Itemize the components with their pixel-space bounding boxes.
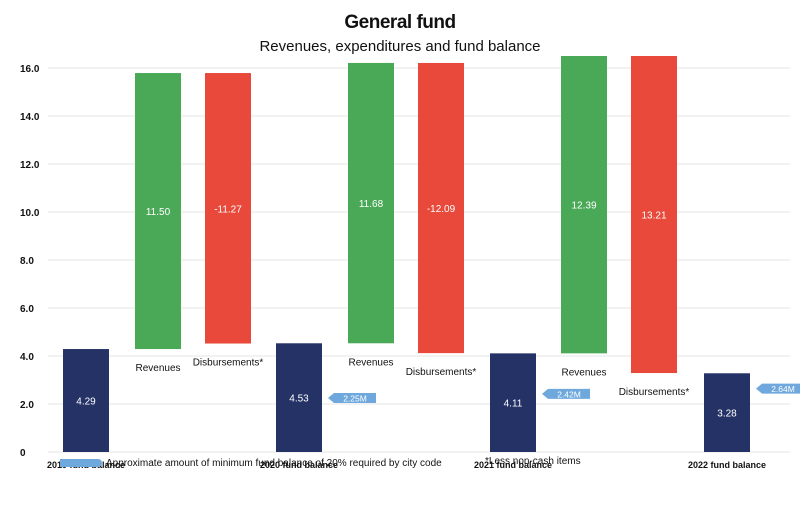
minimum-fund-label: 2.42M — [557, 389, 581, 399]
balance-bar — [704, 373, 750, 452]
data-label: -11.27 — [214, 204, 242, 215]
x-category-label: Disbursements* — [193, 358, 264, 369]
y-tick-label: 2.0 — [20, 400, 34, 411]
legend-swatch-minimum — [60, 459, 102, 467]
data-label: 4.11 — [504, 399, 523, 410]
y-tick-label: 10.0 — [20, 208, 40, 219]
disbursement-bar — [631, 56, 677, 374]
data-label: 4.53 — [289, 394, 309, 405]
legend: Approximate amount of minimum fund balan… — [60, 456, 442, 470]
chart-subtitle: Revenues, expenditures and fund balance — [259, 38, 541, 55]
balance-bar — [276, 343, 322, 452]
x-category-label: Revenues — [561, 367, 606, 378]
y-tick-label: 0 — [20, 448, 26, 459]
balance-bar — [490, 353, 536, 452]
minimum-fund-label: 2.25M — [343, 394, 367, 404]
data-label: 4.29 — [76, 397, 96, 408]
disbursement-bar — [418, 62, 464, 354]
revenue-bar — [135, 73, 181, 350]
revenue-bar — [348, 62, 394, 344]
disbursement-bar — [205, 73, 251, 344]
chart-title: General fund — [344, 12, 456, 33]
x-category-label: Revenues — [348, 357, 393, 368]
data-label: 3.28 — [717, 409, 737, 420]
x-category-label: Disbursements* — [619, 387, 690, 398]
minimum-fund-marker — [328, 393, 376, 403]
x-category-label: 2022 fund balance — [688, 460, 766, 470]
data-label: 12.39 — [571, 201, 596, 212]
minimum-fund-marker — [542, 388, 590, 399]
data-label: -12.09 — [427, 204, 456, 215]
y-tick-label: 12.0 — [20, 160, 40, 171]
y-tick-label: 4.0 — [20, 352, 34, 363]
x-category-label: 2021 fund balance — [474, 460, 552, 470]
minimum-fund-label: 2.64M — [771, 384, 795, 394]
y-tick-label: 16.0 — [20, 64, 40, 75]
legend-label: Approximate amount of minimum fund balan… — [106, 457, 442, 469]
minimum-fund-marker — [756, 383, 800, 394]
data-label: 11.68 — [359, 199, 384, 210]
x-category-label: 2020 fund balance — [260, 460, 338, 470]
revenue-bar — [561, 56, 607, 354]
data-label: 11.50 — [146, 207, 171, 218]
y-tick-label: 14.0 — [20, 112, 40, 123]
y-tick-label: 8.0 — [20, 256, 34, 267]
data-label: 13.21 — [641, 211, 666, 222]
y-tick-label: 6.0 — [20, 304, 34, 315]
x-category-label: Revenues — [135, 363, 180, 374]
x-category-label: Disbursements* — [406, 367, 477, 378]
footnote: *Less non-cash items — [485, 456, 581, 467]
balance-bar — [63, 349, 109, 452]
